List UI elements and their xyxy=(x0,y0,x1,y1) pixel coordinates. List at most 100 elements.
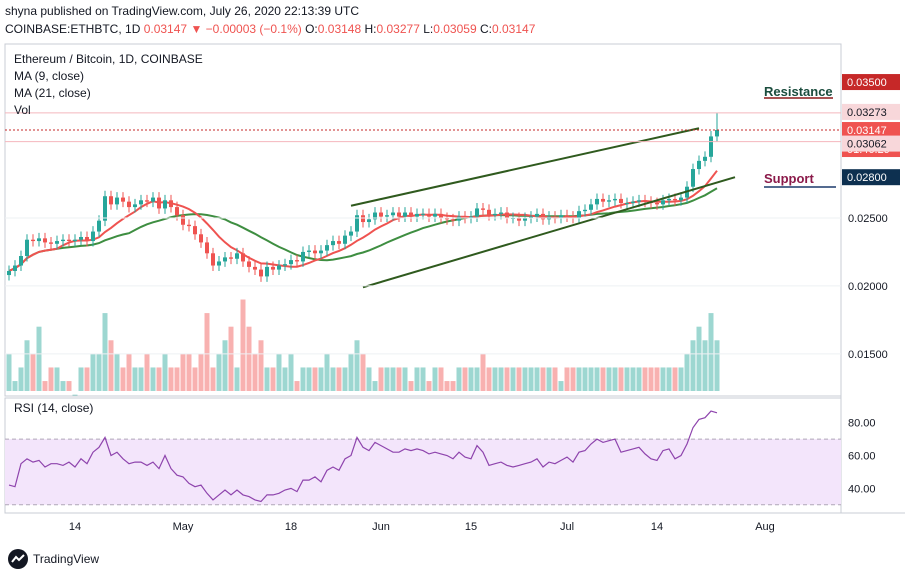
legend-title: Ethereum / Bitcoin, 1D, COINBASE xyxy=(14,52,203,66)
candle-body xyxy=(283,264,287,266)
candle-body xyxy=(313,250,317,254)
candle-body xyxy=(415,213,419,217)
candle-body xyxy=(391,212,395,216)
candle-body xyxy=(307,250,311,252)
candle-body xyxy=(259,269,263,277)
rsi-tick-label: 60.00 xyxy=(848,451,876,463)
low-label: L: xyxy=(423,22,434,36)
volume-bar xyxy=(420,367,426,391)
volume-bar xyxy=(468,367,474,391)
volume-bar xyxy=(606,367,612,391)
volume-bar xyxy=(102,313,108,391)
volume-bar xyxy=(180,353,186,391)
volume-bar xyxy=(570,367,576,391)
candle-body xyxy=(289,260,293,265)
candle-body xyxy=(199,234,203,243)
volume-bar xyxy=(30,353,36,391)
candle-body xyxy=(169,200,173,208)
volume-bar xyxy=(378,367,384,391)
volume-bar xyxy=(192,367,198,391)
time-tick-label: 14 xyxy=(651,521,663,533)
candle-body xyxy=(97,220,101,232)
candle-body xyxy=(571,216,575,218)
price-tick-label: 0.01500 xyxy=(848,349,888,361)
candle-body xyxy=(379,212,383,217)
volume-bar xyxy=(144,353,150,391)
candle-body xyxy=(673,198,677,201)
volume-bar xyxy=(114,353,120,391)
volume-bar xyxy=(456,367,462,391)
candle-body xyxy=(475,208,479,217)
volume-bar xyxy=(714,340,720,391)
candle-body xyxy=(277,265,281,270)
tradingview-brand[interactable]: TradingView xyxy=(8,549,99,569)
volume-bar xyxy=(414,367,420,391)
candle-body xyxy=(49,242,53,244)
time-tick-label: 18 xyxy=(285,521,297,533)
rsi-tick-label: 40.00 xyxy=(848,483,876,495)
price-tag-text-low: 0.03062 xyxy=(847,139,887,151)
volume-bar xyxy=(36,326,42,391)
candle-body xyxy=(19,256,23,266)
volume-bar xyxy=(516,367,522,391)
volume-bar xyxy=(690,340,696,391)
legend-vol: Vol xyxy=(14,103,31,117)
candle-body xyxy=(325,245,329,251)
down-arrow-icon: ▼ xyxy=(190,22,203,36)
price-levels: 0.035000.032730.0314701:46:290.030620.02… xyxy=(5,74,900,186)
volume-bar xyxy=(678,367,684,391)
volume-bar xyxy=(96,353,102,391)
candle-body xyxy=(133,204,137,208)
candle-body xyxy=(409,212,413,217)
legend-rsi: RSI (14, close) xyxy=(14,401,94,415)
volume-bar xyxy=(216,353,222,391)
volume-bar xyxy=(642,367,648,391)
candle-body xyxy=(157,197,161,209)
volume-bar xyxy=(12,381,18,391)
volume-bar xyxy=(480,353,486,391)
candle-body xyxy=(457,216,461,221)
price-tag-last xyxy=(842,122,900,139)
volume-bar xyxy=(186,353,192,391)
volume-bar xyxy=(198,353,204,391)
candle-body xyxy=(217,261,221,266)
volume-bar xyxy=(276,353,282,391)
candle-body xyxy=(337,241,341,244)
volume-bar xyxy=(360,353,366,391)
candle-body xyxy=(433,213,437,217)
candle-body xyxy=(247,261,251,267)
candle-body xyxy=(229,257,233,259)
volume-bar xyxy=(24,340,30,391)
candle-body xyxy=(355,215,359,232)
candle-body xyxy=(145,200,149,202)
volume-bar xyxy=(318,367,324,391)
volume-bar xyxy=(168,367,174,391)
candle-body xyxy=(163,200,167,209)
volume-bar xyxy=(624,367,630,391)
candle-body xyxy=(73,239,77,242)
ma21-path xyxy=(8,187,718,272)
volume-bar xyxy=(174,367,180,391)
candle-body xyxy=(139,200,143,205)
volume-bar xyxy=(240,299,246,391)
time-tick-label: May xyxy=(173,521,194,533)
volume-bar xyxy=(108,340,114,391)
candle-body xyxy=(121,197,125,202)
candle-body xyxy=(25,239,29,257)
volume-bar xyxy=(588,367,594,391)
candle-body xyxy=(487,209,491,216)
volume-bar xyxy=(42,381,48,391)
volume-bar xyxy=(582,367,588,391)
volume-bar xyxy=(252,353,258,391)
price-pane[interactable] xyxy=(4,43,842,397)
volume-bar xyxy=(324,353,330,391)
candle-body xyxy=(31,239,35,242)
volume-bar xyxy=(636,367,642,391)
volume-bar xyxy=(246,326,252,391)
candle-body xyxy=(601,198,605,202)
publisher-line: shyna published on TradingView.com, July… xyxy=(5,4,359,18)
candle-body xyxy=(349,231,353,236)
price-tag-text-support: 0.02800 xyxy=(847,172,887,184)
candle-body xyxy=(91,231,95,242)
